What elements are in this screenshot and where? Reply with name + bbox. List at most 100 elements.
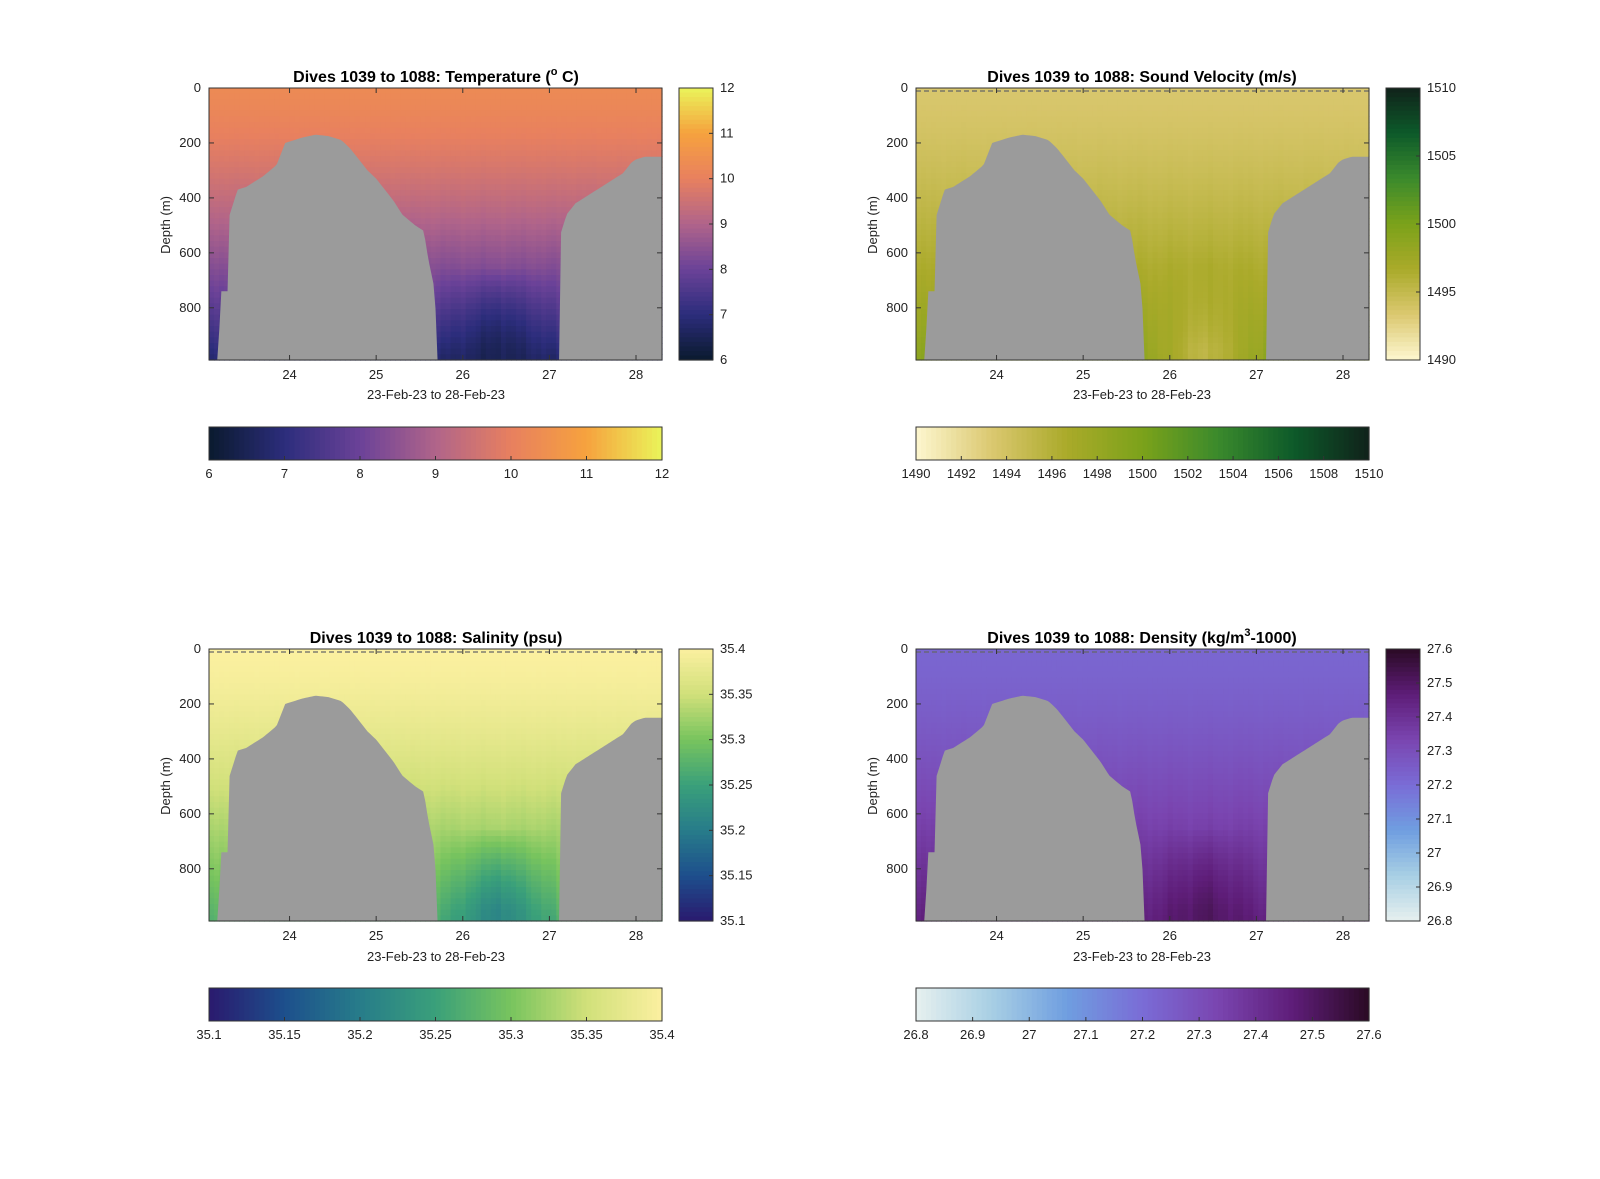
heatmap-cell <box>926 122 932 129</box>
heatmap-cell <box>455 184 462 191</box>
heatmap-cell <box>511 133 517 140</box>
heatmap-cell <box>480 127 487 134</box>
heatmap-cell <box>410 207 416 214</box>
heatmap-cell <box>946 173 952 180</box>
heatmap-cell <box>521 229 527 236</box>
heatmap-cell <box>531 190 537 197</box>
heatmap-cell <box>229 156 235 163</box>
heatmap-cell <box>586 122 593 129</box>
heatmap-cell <box>500 343 507 350</box>
heatmap-cell <box>279 122 286 129</box>
heatmap-cell <box>601 105 608 112</box>
heatmap-cell <box>224 258 230 265</box>
heatmap-cell <box>435 173 442 180</box>
heatmap-cell <box>521 127 527 134</box>
heatmap-cell <box>631 139 638 146</box>
heatmap-cell <box>480 229 487 236</box>
heatmap-cell <box>415 133 421 140</box>
heatmap-cell <box>541 133 547 140</box>
heatmap-cell <box>536 224 542 231</box>
heatmap-cell <box>526 241 532 248</box>
heatmap-cell <box>354 150 361 157</box>
heatmap-cell <box>440 235 447 242</box>
heatmap-cell <box>485 212 492 219</box>
heatmap-cell <box>229 201 235 208</box>
heatmap-cell <box>495 354 502 361</box>
heatmap-cell <box>961 150 967 157</box>
heatmap-cell <box>420 184 427 191</box>
heatmap-cell <box>536 133 542 140</box>
heatmap-cell <box>360 99 366 106</box>
heatmap-cell <box>505 212 512 219</box>
heatmap-cell <box>916 303 922 310</box>
heatmap-cell <box>360 110 366 117</box>
heatmap-cell <box>526 139 532 146</box>
heatmap-cell <box>490 150 497 157</box>
heatmap-cell <box>480 173 487 180</box>
heatmap-cell <box>546 263 552 270</box>
heatmap-cell <box>475 286 482 293</box>
heatmap-cell <box>209 269 215 276</box>
heatmap-cell <box>415 207 421 214</box>
heatmap-cell <box>475 320 482 327</box>
colorbar-vertical-segment <box>679 133 713 139</box>
heatmap-cell <box>420 88 427 95</box>
heatmap-cell <box>546 207 552 214</box>
heatmap-cell <box>551 139 557 146</box>
heatmap-cell <box>365 105 371 112</box>
heatmap-cell <box>926 110 932 117</box>
heatmap-cell <box>229 99 235 106</box>
heatmap-cell <box>465 331 472 338</box>
heatmap-cell <box>495 314 502 321</box>
heatmap-cell <box>596 144 603 151</box>
heatmap-cell <box>546 229 552 236</box>
heatmap-cell <box>566 139 572 146</box>
heatmap-cell <box>470 105 477 112</box>
heatmap-cell <box>541 275 547 282</box>
colorbar-horizontal-segment <box>475 427 482 460</box>
heatmap-cell <box>274 116 281 123</box>
colorbar-horizontal-segment <box>354 427 361 460</box>
heatmap-cell <box>470 303 477 310</box>
heatmap-cell <box>561 139 567 146</box>
heatmap-cell <box>916 258 922 265</box>
heatmap-cell <box>951 144 957 151</box>
heatmap-cell <box>435 269 442 276</box>
heatmap-cell <box>921 150 927 157</box>
heatmap-cell <box>229 144 235 151</box>
heatmap-cell <box>279 105 286 112</box>
heatmap-cell <box>511 224 517 231</box>
heatmap-cell <box>420 93 427 100</box>
heatmap-cell <box>219 224 225 231</box>
heatmap-cell <box>360 105 366 112</box>
heatmap-cell <box>395 167 401 174</box>
heatmap-cell <box>440 139 447 146</box>
heatmap-cell <box>445 212 452 219</box>
heatmap-cell <box>571 144 578 151</box>
heatmap-cell <box>551 292 557 299</box>
heatmap-cell <box>299 93 306 100</box>
heatmap-cell <box>460 224 467 231</box>
heatmap-cell <box>259 133 265 140</box>
heatmap-cell <box>450 320 457 327</box>
heatmap-cell <box>495 348 502 355</box>
heatmap-cell <box>485 235 492 242</box>
heatmap-cell <box>405 133 411 140</box>
heatmap-cell <box>946 144 952 151</box>
heatmap-cell <box>576 99 583 106</box>
heatmap-cell <box>526 156 532 163</box>
heatmap-cell <box>511 144 517 151</box>
heatmap-cell <box>450 195 457 202</box>
heatmap-cell <box>214 348 220 355</box>
heatmap-cell <box>521 144 527 151</box>
heatmap-cell <box>951 150 957 157</box>
heatmap-cell <box>214 161 220 168</box>
heatmap-cell <box>576 161 583 168</box>
heatmap-cell <box>490 99 497 106</box>
heatmap-cell <box>521 161 527 168</box>
heatmap-cell <box>936 93 942 100</box>
heatmap-cell <box>314 122 321 129</box>
heatmap-cell <box>465 190 472 197</box>
heatmap-cell <box>430 263 437 270</box>
heatmap-cell <box>480 178 487 185</box>
